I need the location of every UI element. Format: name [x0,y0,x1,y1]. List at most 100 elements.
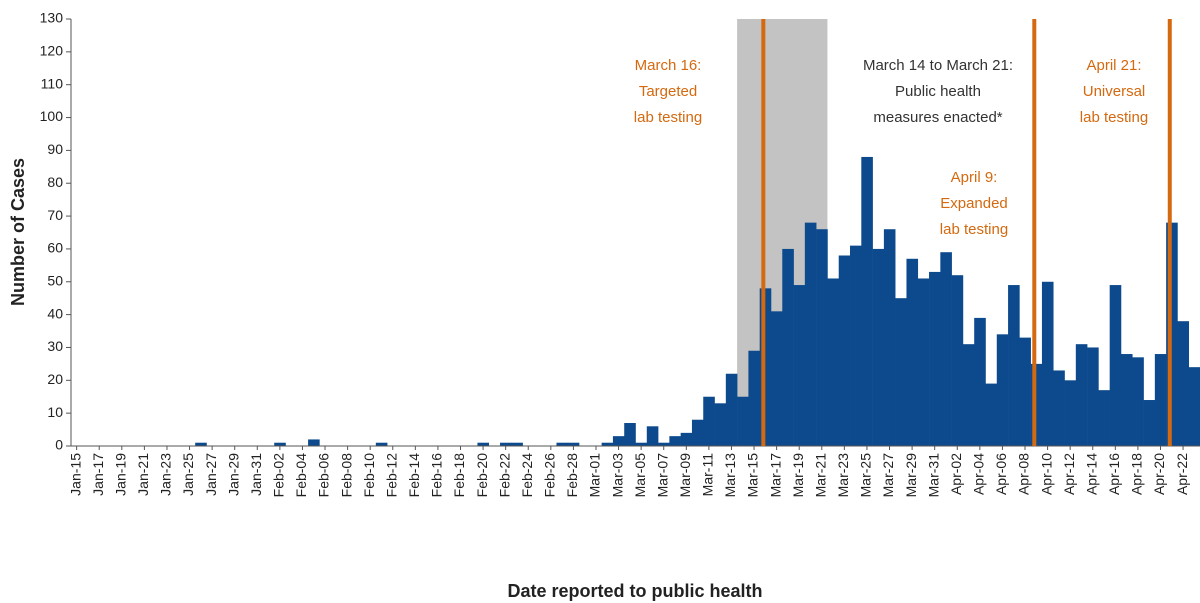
bar [861,156,873,446]
bar [929,271,941,446]
annotation: April 21: [1086,57,1141,74]
bar [274,442,286,446]
bar [556,442,569,446]
bar [782,248,794,446]
x-tick-label: Jan-25 [180,453,196,496]
bar [691,419,704,446]
annotation: April 9: [951,169,998,186]
x-tick-label: Feb-24 [519,453,535,498]
x-tick-label: Apr-16 [1106,453,1122,495]
x-tick-label: Apr-14 [1083,453,1099,495]
bar [737,396,749,446]
bar [477,442,490,446]
bar [996,334,1009,446]
x-tick-label: Feb-06 [316,453,332,498]
x-tick-label: Mar-01 [587,453,603,498]
bar [827,278,840,446]
x-tick-label: Feb-04 [293,453,309,498]
bar [1109,285,1122,446]
annotation: lab testing [940,221,1008,238]
bar [1087,347,1099,446]
annotation: March 16: [635,57,702,74]
x-tick-label: Apr-04 [971,453,987,495]
bar [669,436,681,446]
x-tick-label: Apr-10 [1038,453,1054,495]
y-tick-label: 30 [47,338,63,354]
x-tick-label: Mar-27 [880,453,896,498]
bar [748,350,760,446]
bar [375,442,388,446]
x-tick-label: Feb-12 [383,453,399,498]
x-tick-label: Jan-21 [135,453,151,496]
bar [1053,370,1065,446]
bar [1008,285,1020,446]
bar [1041,281,1054,446]
annotation: Public health [895,83,981,100]
annotation: lab testing [634,109,702,126]
x-tick-label: Jan-15 [67,453,83,496]
x-tick-label: Mar-05 [632,453,648,498]
x-tick-label: Feb-14 [406,453,422,498]
y-tick-label: 60 [47,240,63,256]
bar [985,383,998,446]
x-tick-label: Apr-08 [1016,453,1032,495]
bar [974,317,986,446]
annotation: March 14 to March 21: [863,57,1013,74]
x-tick-label: Feb-02 [271,453,287,498]
bar [1064,380,1077,446]
x-tick-label: Mar-23 [835,453,851,498]
bar [1075,344,1088,446]
annotation: Expanded [940,195,1008,212]
bar [195,442,207,446]
x-tick-label: Mar-07 [654,453,670,498]
y-tick-label: 10 [47,404,63,420]
bar [624,423,636,446]
x-tick-label: Jan-31 [248,453,264,496]
bar [895,298,907,446]
x-tick-label: Feb-20 [474,453,490,498]
y-tick-label: 80 [47,174,63,190]
x-tick-label: Mar-13 [722,453,738,498]
x-tick-label: Feb-22 [496,453,512,498]
bar [635,442,648,446]
x-tick-label: Apr-20 [1151,453,1167,495]
x-tick-label: Mar-11 [700,453,716,497]
bar [962,344,975,446]
bar [917,278,930,446]
bar [680,432,693,446]
x-tick-label: Mar-03 [609,453,625,498]
bar [1132,357,1144,446]
annotation: Targeted [639,83,697,100]
annotation: Universal [1083,83,1146,100]
x-tick-label: Mar-17 [767,453,783,498]
y-tick-label: 20 [47,371,63,387]
bar [567,442,580,446]
x-tick-label: Apr-22 [1174,453,1190,495]
bar [612,436,625,446]
bar [308,439,320,446]
bar [906,258,919,446]
annotation: measures enacted* [873,109,1002,126]
x-tick-label: Feb-26 [542,453,558,498]
x-tick-label: Jan-17 [90,453,106,496]
x-tick-label: Jan-27 [203,453,219,496]
x-tick-label: Apr-12 [1061,453,1077,495]
bar [1098,390,1110,446]
x-tick-label: Apr-06 [993,453,1009,495]
y-axis-label: Number of Cases [8,158,28,306]
bar [1166,222,1178,446]
y-tick-label: 100 [40,108,64,124]
bar [725,373,738,446]
y-tick-label: 70 [47,207,63,223]
bar [850,245,862,446]
bar [511,442,523,446]
x-axis-label: Date reported to public health [507,581,762,601]
x-tick-label: Feb-08 [338,453,354,498]
x-tick-label: Feb-18 [451,453,467,498]
x-tick-label: Jan-19 [113,453,129,496]
x-tick-label: Feb-28 [564,453,580,498]
bar [816,229,828,446]
bar [1154,354,1167,446]
y-tick-label: 120 [40,43,64,59]
